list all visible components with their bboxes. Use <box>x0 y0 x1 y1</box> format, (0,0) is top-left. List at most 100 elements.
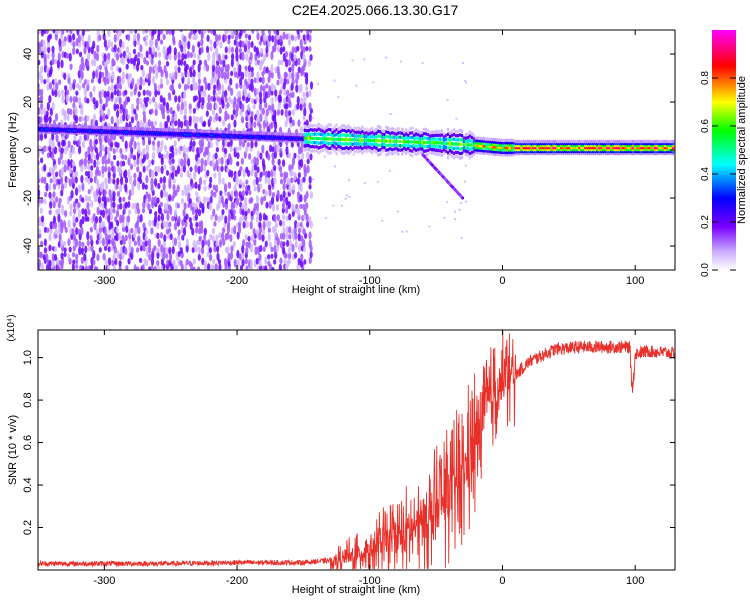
heatmap-cell <box>343 137 346 142</box>
heatmap-cell <box>51 152 55 161</box>
heatmap-cell <box>282 227 286 234</box>
heatmap-cell <box>159 201 164 208</box>
heatmap-cell <box>273 30 277 35</box>
heatmap-cell <box>357 138 360 142</box>
heatmap-cell <box>46 83 50 91</box>
heatmap-cell <box>104 125 107 130</box>
heatmap-cell <box>147 159 152 168</box>
heatmap-cell <box>118 260 122 267</box>
heatmap-cell <box>220 156 224 166</box>
heatmap-cell <box>128 51 132 60</box>
heatmap-cell <box>588 139 591 144</box>
heatmap-cell <box>236 259 240 267</box>
heatmap-cell <box>106 264 111 270</box>
heatmap-cell <box>57 89 61 99</box>
heatmap-cell <box>244 234 248 241</box>
heatmap-cell <box>308 216 312 224</box>
heatmap-cell <box>250 40 254 48</box>
heatmap-cell <box>230 46 234 53</box>
heatmap-cell <box>434 137 438 141</box>
heatmap-cell <box>209 176 213 184</box>
heatmap-cell <box>83 157 87 167</box>
heatmap-cell <box>379 152 382 156</box>
heatmap-cell <box>462 149 466 153</box>
heatmap-cell <box>180 197 185 205</box>
heatmap-cell <box>206 263 211 270</box>
heatmap-cell <box>125 264 129 270</box>
heatmap-cell <box>159 39 164 45</box>
heatmap-cell <box>295 203 299 209</box>
heatmap-cell <box>185 153 189 160</box>
heatmap-cell <box>94 125 98 130</box>
heatmap-cell <box>80 56 84 66</box>
heatmap-cell <box>142 165 146 173</box>
heatmap-cell <box>284 72 288 79</box>
heatmap-cell <box>147 238 152 248</box>
heatmap-cell <box>106 58 110 65</box>
heatmap-cell <box>391 143 394 148</box>
heatmap-cell <box>367 132 370 136</box>
heatmap-cell <box>118 166 122 175</box>
heatmap-cell <box>162 240 167 248</box>
heatmap-cell <box>80 70 84 80</box>
heatmap-cell <box>136 141 141 147</box>
heatmap-cell <box>185 238 189 247</box>
heatmap-cell <box>212 95 216 103</box>
heatmap-cell <box>236 161 240 167</box>
heatmap-cell <box>422 144 426 149</box>
heatmap-cell <box>69 108 73 116</box>
heatmap-cell <box>300 253 304 261</box>
heatmap-cell <box>48 171 52 177</box>
colorbar-gradient <box>712 30 736 270</box>
heatmap-cell <box>353 134 356 138</box>
heatmap-cell <box>230 52 235 61</box>
heatmap-cell <box>456 146 460 151</box>
heatmap-cell <box>255 157 260 166</box>
heatmap-cell <box>172 184 176 191</box>
heatmap-cell <box>327 122 330 127</box>
heatmap-cell <box>75 216 79 223</box>
heatmap-cell <box>45 30 49 35</box>
heatmap-cell <box>121 234 125 242</box>
heatmap-cell <box>189 30 194 36</box>
heatmap-cell <box>152 96 156 103</box>
heatmap-cell <box>199 129 203 133</box>
heatmap-cell <box>305 213 309 222</box>
heatmap-cell <box>277 132 281 136</box>
heatmap-cell <box>60 147 64 154</box>
heatmap-cell <box>203 59 208 67</box>
heatmap-cell <box>67 140 71 148</box>
heatmap-cell <box>116 190 121 197</box>
heatmap-cell <box>48 259 52 268</box>
heatmap-cell <box>472 143 476 147</box>
heatmap-cell <box>268 188 272 197</box>
heatmap-cell <box>306 30 310 35</box>
heatmap-cell <box>144 239 148 247</box>
heatmap-cell <box>546 139 549 144</box>
heatmap-cell <box>309 144 313 149</box>
heatmap-cell <box>436 137 440 141</box>
heatmap-cell <box>397 152 400 156</box>
heatmap-cell <box>337 130 340 135</box>
heatmap-cell <box>256 109 260 117</box>
heatmap-cell <box>89 169 93 179</box>
heatmap-cell <box>159 207 163 215</box>
heatmap-cell <box>450 137 454 142</box>
heatmap-cell <box>214 33 219 43</box>
heatmap-cell <box>289 132 293 137</box>
heatmap-cell <box>270 50 274 61</box>
heatmap-cell <box>375 131 378 135</box>
heatmap-cell <box>134 126 137 131</box>
heatmap-cell <box>582 139 585 144</box>
heatmap-cell <box>446 132 450 137</box>
heatmap-cell <box>215 129 219 134</box>
heatmap-cell <box>234 33 239 41</box>
heatmap-cell <box>359 127 362 132</box>
heatmap-cell <box>124 169 128 178</box>
heatmap-cell <box>363 138 366 143</box>
heatmap-cell <box>260 47 264 54</box>
heatmap-cell <box>550 139 553 144</box>
heatmap-cell <box>153 265 157 270</box>
heatmap-cell <box>387 147 390 152</box>
